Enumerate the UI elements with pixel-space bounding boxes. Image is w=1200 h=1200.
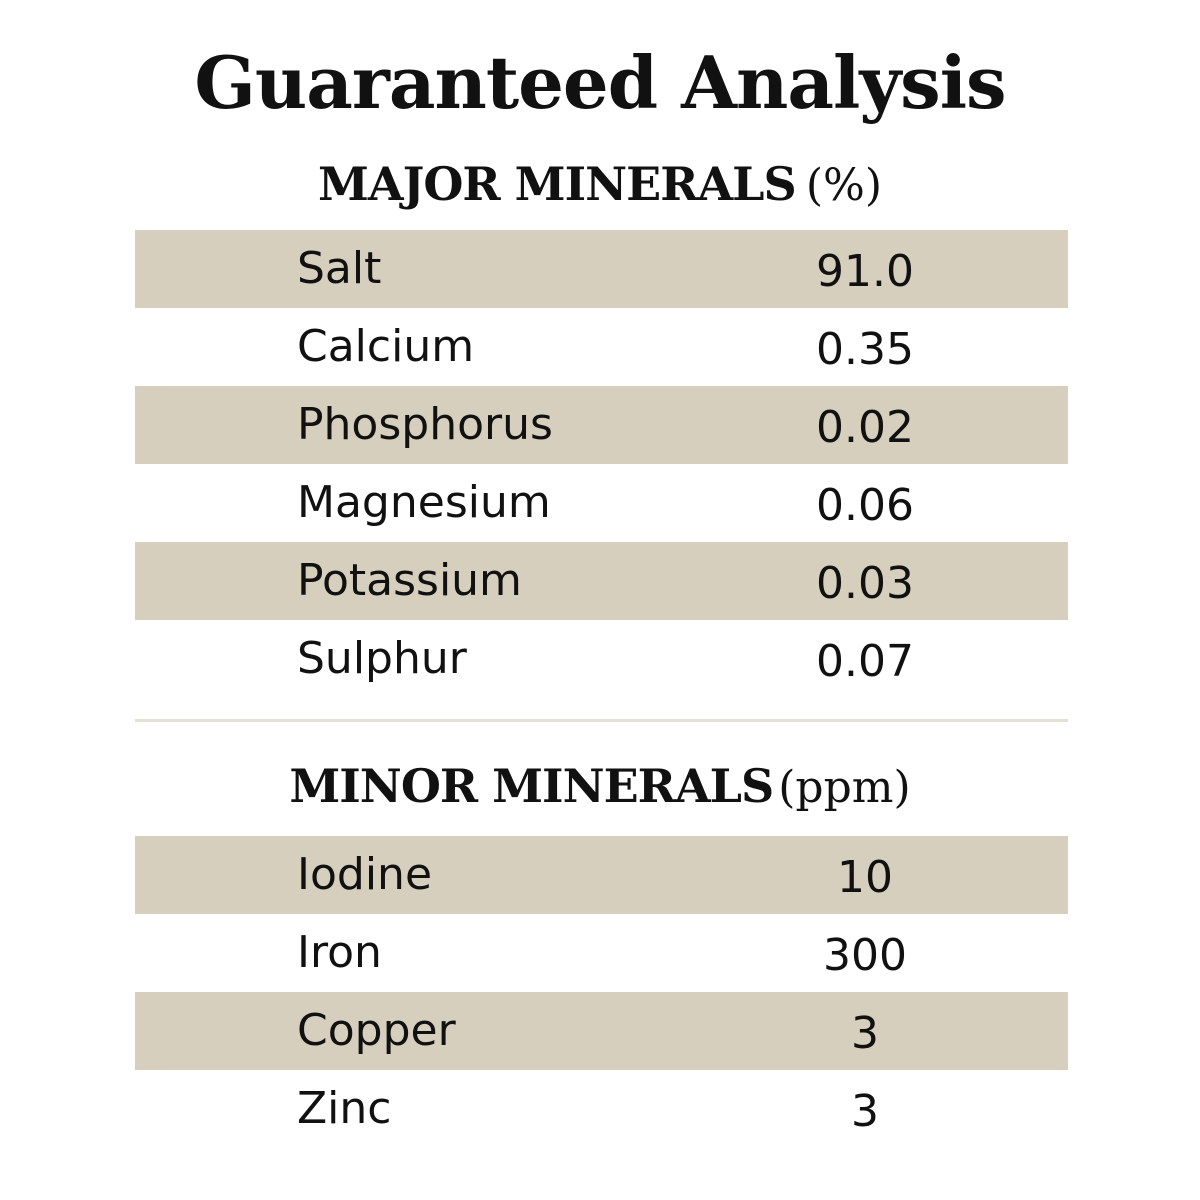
mineral-value: 10 [837,852,893,903]
table-row: Potassium 0.03 [135,542,1068,620]
table-row: Phosphorus 0.02 [135,386,1068,464]
major-minerals-title: MAJOR MINERALS [317,157,797,211]
mineral-name: Phosphorus [297,399,553,450]
table-row: Iodine 10 [135,836,1068,914]
section-divider [135,719,1068,722]
table-row: Magnesium 0.06 [135,464,1068,542]
minor-minerals-table: Iodine 10 Iron 300 Copper 3 Zinc 3 [135,836,1068,1148]
mineral-value: 3 [851,1086,879,1137]
major-minerals-table: Salt 91.0 Calcium 0.35 Phosphorus 0.02 M… [135,230,1068,698]
mineral-name: Salt [297,243,382,294]
mineral-name: Iodine [297,849,433,900]
mineral-value: 300 [823,930,907,981]
table-row: Iron 300 [135,914,1068,992]
table-row: Copper 3 [135,992,1068,1070]
table-row: Calcium 0.35 [135,308,1068,386]
page-title: Guaranteed Analysis [194,40,1006,125]
mineral-value: 0.07 [816,636,914,687]
mineral-name: Iron [297,927,382,978]
major-minerals-unit: (%) [805,160,883,211]
mineral-name: Magnesium [297,477,551,528]
mineral-value: 0.35 [816,324,914,375]
mineral-value: 91.0 [816,246,914,297]
minor-minerals-title: MINOR MINERALS [289,759,774,813]
mineral-value: 3 [851,1008,879,1059]
mineral-name: Potassium [297,555,522,606]
table-row: Sulphur 0.07 [135,620,1068,698]
table-row: Salt 91.0 [135,230,1068,308]
major-minerals-heading: MAJOR MINERALS (%) [0,152,1200,227]
minor-minerals-heading: MINOR MINERALS (ppm) [0,754,1200,829]
table-row: Zinc 3 [135,1070,1068,1148]
minor-minerals-unit: (ppm) [778,762,911,813]
mineral-name: Sulphur [297,633,467,684]
mineral-value: 0.06 [816,480,914,531]
mineral-name: Calcium [297,321,475,372]
mineral-name: Zinc [297,1083,392,1134]
mineral-value: 0.03 [816,558,914,609]
mineral-value: 0.02 [816,402,914,453]
mineral-name: Copper [297,1005,456,1056]
